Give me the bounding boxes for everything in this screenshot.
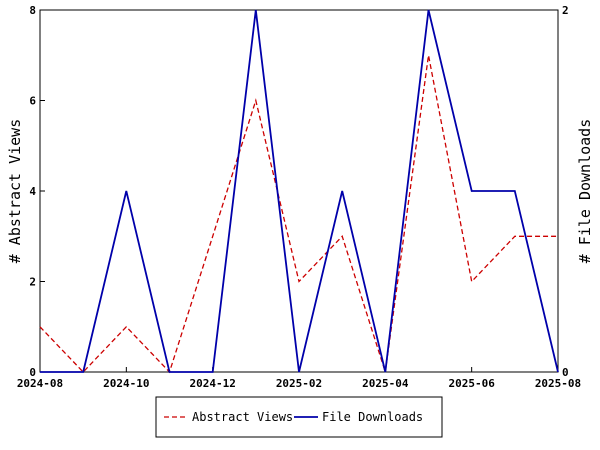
y-left-tick-label: 0 (29, 366, 36, 379)
y-left-tick-label: 6 (29, 95, 36, 108)
x-tick-label: 2024-12 (189, 377, 235, 390)
x-tick-label: 2024-10 (103, 377, 149, 390)
x-tick-label: 2025-02 (276, 377, 322, 390)
y-left-tick-label: 4 (29, 185, 36, 198)
y-right-tick-label: 0 (562, 366, 569, 379)
legend-label: Abstract Views (192, 410, 293, 424)
x-tick-label: 2025-08 (535, 377, 581, 390)
x-tick-label: 2024-08 (17, 377, 63, 390)
y-left-tick-label: 2 (29, 276, 36, 289)
series-line-abstract-views (39, 55, 558, 374)
y-right-tick-label: 2 (562, 4, 569, 17)
legend-label: File Downloads (322, 410, 423, 424)
y-left-axis-title: # Abstract Views (6, 119, 24, 264)
series-line-file-downloads (40, 9, 559, 373)
y-left-tick-label: 8 (29, 4, 36, 17)
plot-area: 2024-08 2024-10 2024-12 2025-02 2025-04 2025-… (6, 4, 594, 390)
y-right-axis-title: # File Downloads (576, 119, 594, 264)
legend: Abstract Views File Downloads (155, 396, 443, 438)
x-tick-label: 2025-04 (362, 377, 409, 390)
x-tick-label: 2025-06 (448, 377, 495, 390)
